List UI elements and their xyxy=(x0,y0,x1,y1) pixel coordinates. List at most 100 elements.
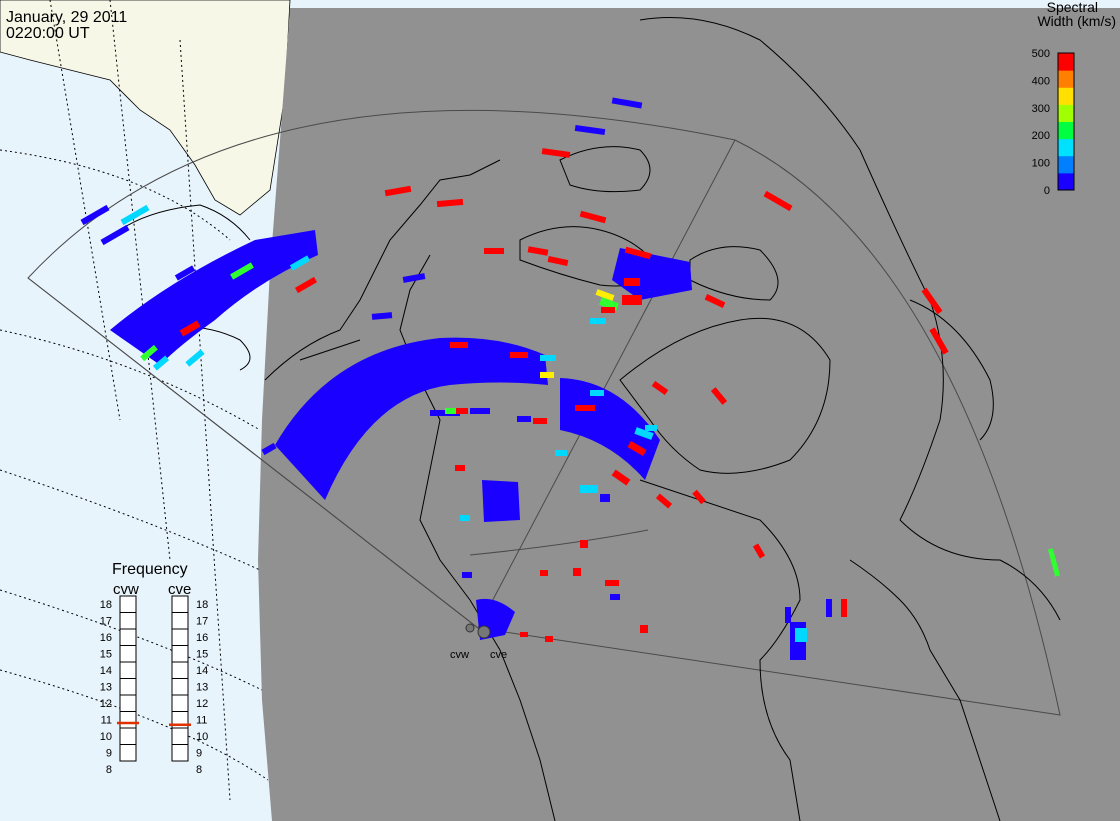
echo-cell xyxy=(384,185,412,197)
radar-echoes xyxy=(80,97,1061,660)
echo-cell xyxy=(510,352,528,358)
echo-cell xyxy=(611,469,631,486)
echo-cell xyxy=(580,485,598,493)
echo-cell xyxy=(462,572,472,578)
fov-outline xyxy=(27,109,1061,716)
cvw-site-label: cvw xyxy=(450,649,469,661)
colorbar-segment xyxy=(1058,121,1074,140)
frequency-tick-label: 11 xyxy=(196,715,207,727)
frequency-panel: Frequency cvw cve 1817161514131211109818… xyxy=(100,561,209,776)
colorbar-gradient xyxy=(1058,53,1074,191)
frequency-tick-label: 15 xyxy=(100,649,112,661)
time-label: 0220:00 UT xyxy=(6,25,90,42)
frequency-tick-label: 12 xyxy=(196,698,208,710)
frequency-tick-label: 14 xyxy=(196,665,208,677)
echo-cell xyxy=(692,489,706,505)
echo-cell xyxy=(624,278,640,286)
echo-cell xyxy=(710,387,728,405)
radar-sites: cvw cve xyxy=(450,623,507,661)
echo-cell xyxy=(533,418,547,424)
frequency-tick-label: 16 xyxy=(196,632,208,644)
echo-cell xyxy=(610,594,620,600)
frequency-tick-label: 9 xyxy=(106,748,112,760)
echo-cell xyxy=(627,440,647,457)
frequency-tick-label: 11 xyxy=(101,715,112,727)
colorbar-segment xyxy=(1058,87,1074,105)
echo-cell xyxy=(179,320,201,337)
colorbar-tick-label: 300 xyxy=(1032,103,1050,115)
echo-band-west xyxy=(110,230,318,365)
colorbar-tick-label: 400 xyxy=(1032,75,1050,87)
echo-cell xyxy=(540,570,548,576)
colorbar-ticks: 0 100 200 300 400 500 xyxy=(1032,48,1050,197)
colorbar-title-line2: Width (km/s) xyxy=(1037,13,1116,29)
date-label: January, 29 2011 xyxy=(6,9,128,26)
frequency-tick-label: 16 xyxy=(100,632,112,644)
echo-cell xyxy=(611,97,643,109)
echo-cell xyxy=(1047,548,1061,577)
frequency-tick-label: 10 xyxy=(196,731,208,743)
frequency-tick-label: 17 xyxy=(100,616,112,628)
frequency-tick-label: 12 xyxy=(100,698,112,710)
echo-cell xyxy=(763,190,793,212)
echo-cell xyxy=(436,198,464,208)
frequency-tick-label: 8 xyxy=(196,764,202,776)
echo-cell xyxy=(921,287,943,315)
echo-cell xyxy=(460,515,470,521)
echo-cell xyxy=(540,355,556,361)
echo-cell xyxy=(445,408,457,414)
echo-cell xyxy=(645,425,657,431)
echo-cell xyxy=(555,450,567,456)
echo-cell xyxy=(601,307,615,313)
cve-freq-label: cve xyxy=(168,581,191,598)
echo-cell xyxy=(841,599,847,617)
nightside-region xyxy=(258,8,1120,821)
frequency-tick-label: 17 xyxy=(196,616,208,628)
colorbar-segment xyxy=(1058,53,1074,71)
echo-cell xyxy=(651,380,669,396)
echo-cell xyxy=(574,124,606,136)
echo-cell xyxy=(929,327,949,355)
cve-site-marker xyxy=(477,625,491,639)
echo-cell xyxy=(261,442,277,456)
echo-cell xyxy=(595,289,615,301)
echo-cell xyxy=(100,224,130,246)
echo-cell xyxy=(541,148,571,158)
colorbar-segment xyxy=(1058,172,1074,191)
frequency-tick-label: 10 xyxy=(100,731,112,743)
echo-cell xyxy=(80,204,110,226)
echo-cell xyxy=(795,628,807,642)
coastlines xyxy=(119,17,1061,821)
echo-cell xyxy=(704,294,726,308)
cvw-freq-label: cvw xyxy=(113,581,139,598)
colorbar-segment xyxy=(1058,155,1074,174)
echo-cell xyxy=(289,255,311,271)
frequency-tick-label: 13 xyxy=(100,682,112,694)
echo-cell xyxy=(545,636,553,642)
colorbar-segment xyxy=(1058,70,1074,88)
echo-cell xyxy=(600,494,610,502)
echo-cell xyxy=(590,318,606,324)
frequency-tick-label: 18 xyxy=(100,599,112,611)
echo-cell xyxy=(624,246,652,260)
colorbar-tick-label: 0 xyxy=(1044,185,1050,197)
frequency-tick-label: 15 xyxy=(196,649,208,661)
colorbar-frame xyxy=(1057,52,1075,191)
echo-cell xyxy=(575,405,595,411)
graticule xyxy=(0,0,269,801)
echo-cell xyxy=(520,632,528,637)
echo-cell xyxy=(573,568,581,576)
echo-cell xyxy=(174,265,196,281)
colorbar-title-line1: Spectral xyxy=(1047,0,1098,15)
cve-site-label: cve xyxy=(490,649,507,661)
echo-cell xyxy=(484,248,504,254)
colorbar-tick-label: 100 xyxy=(1032,158,1050,170)
echo-cell xyxy=(456,408,468,414)
echo-cell xyxy=(120,204,150,226)
echo-cell xyxy=(527,246,549,256)
echo-cell xyxy=(470,408,490,414)
echo-cell xyxy=(140,344,158,362)
echo-cell xyxy=(547,255,569,267)
